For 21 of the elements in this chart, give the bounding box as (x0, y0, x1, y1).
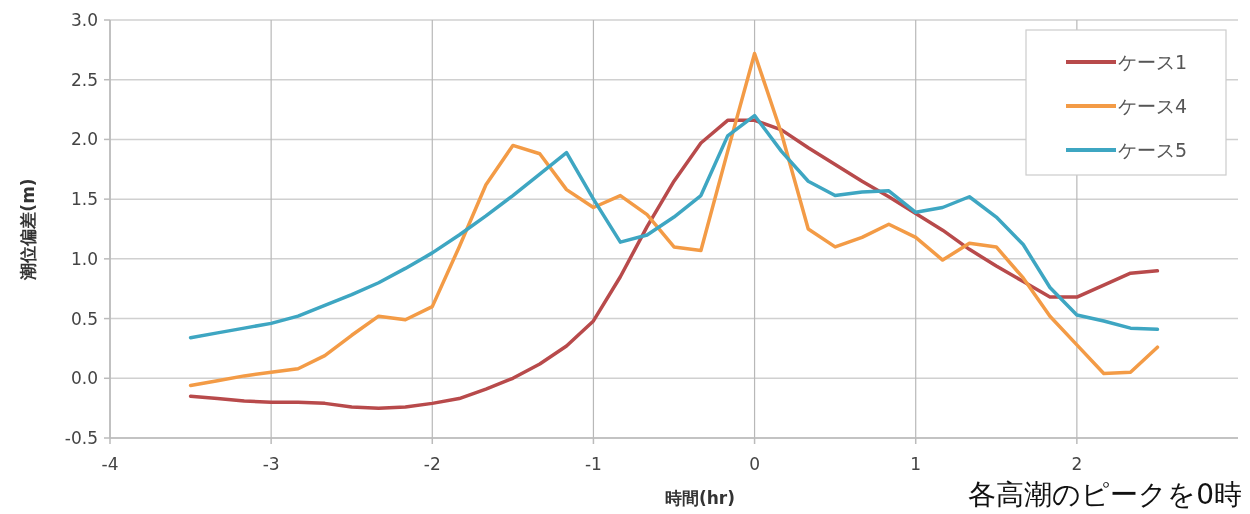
x-tick-label: -3 (262, 454, 280, 474)
y-tick-label: 0.0 (70, 368, 98, 389)
x-tick-label: -4 (101, 454, 119, 474)
y-tick-label: 1.0 (70, 248, 98, 269)
legend-label: ケース5 (1118, 139, 1188, 161)
x-tick-label: -1 (584, 454, 602, 474)
x-tick-label: -2 (423, 454, 441, 474)
y-tick-label: 3.0 (70, 10, 98, 30)
legend-label: ケース1 (1118, 51, 1188, 73)
y-tick-label: 2.0 (70, 129, 98, 150)
text: 各高潮のピークを0時 (968, 478, 1242, 511)
x-tick-label: 2 (1071, 454, 1083, 474)
x-axis-title: 時間(hr) (664, 488, 736, 508)
x-tick-label: 1 (910, 454, 922, 474)
y-tick-label: -0.5 (64, 428, 98, 448)
y-tick-label: 0.5 (70, 308, 98, 329)
y-tick-label: 2.5 (70, 69, 98, 90)
x-tick-label: 0 (749, 454, 760, 474)
legend-label: ケース4 (1118, 95, 1188, 117)
y-tick-label: 1.5 (70, 189, 98, 210)
y-axis-title: 潮位偏差(m) (18, 178, 38, 281)
